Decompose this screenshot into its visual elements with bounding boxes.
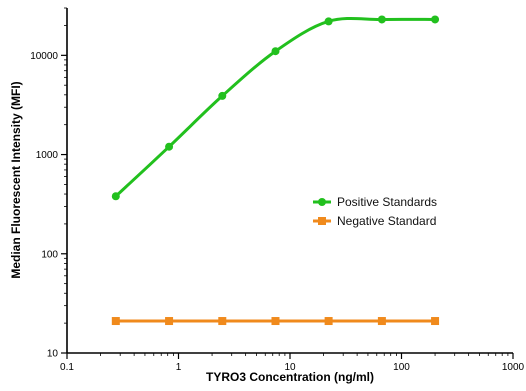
data-point: [218, 91, 227, 100]
data-point: [377, 15, 386, 24]
data-point: [324, 17, 333, 26]
data-point: [218, 317, 227, 326]
legend-marker: [318, 217, 326, 225]
plot-series: [111, 15, 440, 326]
data-point: [111, 192, 120, 201]
y-tick-label: 100: [41, 249, 58, 260]
data-point: [324, 317, 333, 326]
x-tick-label: 0.1: [60, 362, 74, 373]
data-point: [271, 317, 280, 326]
legend-label: Negative Standard: [337, 214, 436, 228]
y-tick-label: 10000: [30, 51, 58, 62]
y-tick-label: 1000: [36, 150, 59, 161]
legend-label: Positive Standards: [337, 195, 437, 209]
data-point: [431, 15, 440, 24]
series-line-1: [114, 17, 436, 198]
y-tick-label: 10: [47, 349, 59, 360]
legend-marker: [318, 198, 326, 206]
data-point: [377, 317, 386, 326]
data-point: [111, 317, 120, 326]
data-point: [165, 142, 174, 151]
x-tick-label: 1: [176, 362, 182, 373]
x-tick-label: 100: [393, 362, 410, 373]
legend: Positive Standards Negative Standard: [313, 195, 437, 228]
x-axis-label: TYRO3 Concentration (ng/ml): [206, 370, 374, 384]
y-axis-label: Median Fluorescent Intensity (MFI): [9, 81, 23, 278]
x-tick-label: 10: [284, 362, 296, 373]
data-point: [431, 317, 440, 326]
data-point: [271, 47, 280, 56]
data-point: [165, 317, 174, 326]
axis-ticks: 0.1 1 10 100 1000 10 100 1000 10000: [30, 7, 525, 373]
x-tick-label: 1000: [502, 362, 525, 373]
